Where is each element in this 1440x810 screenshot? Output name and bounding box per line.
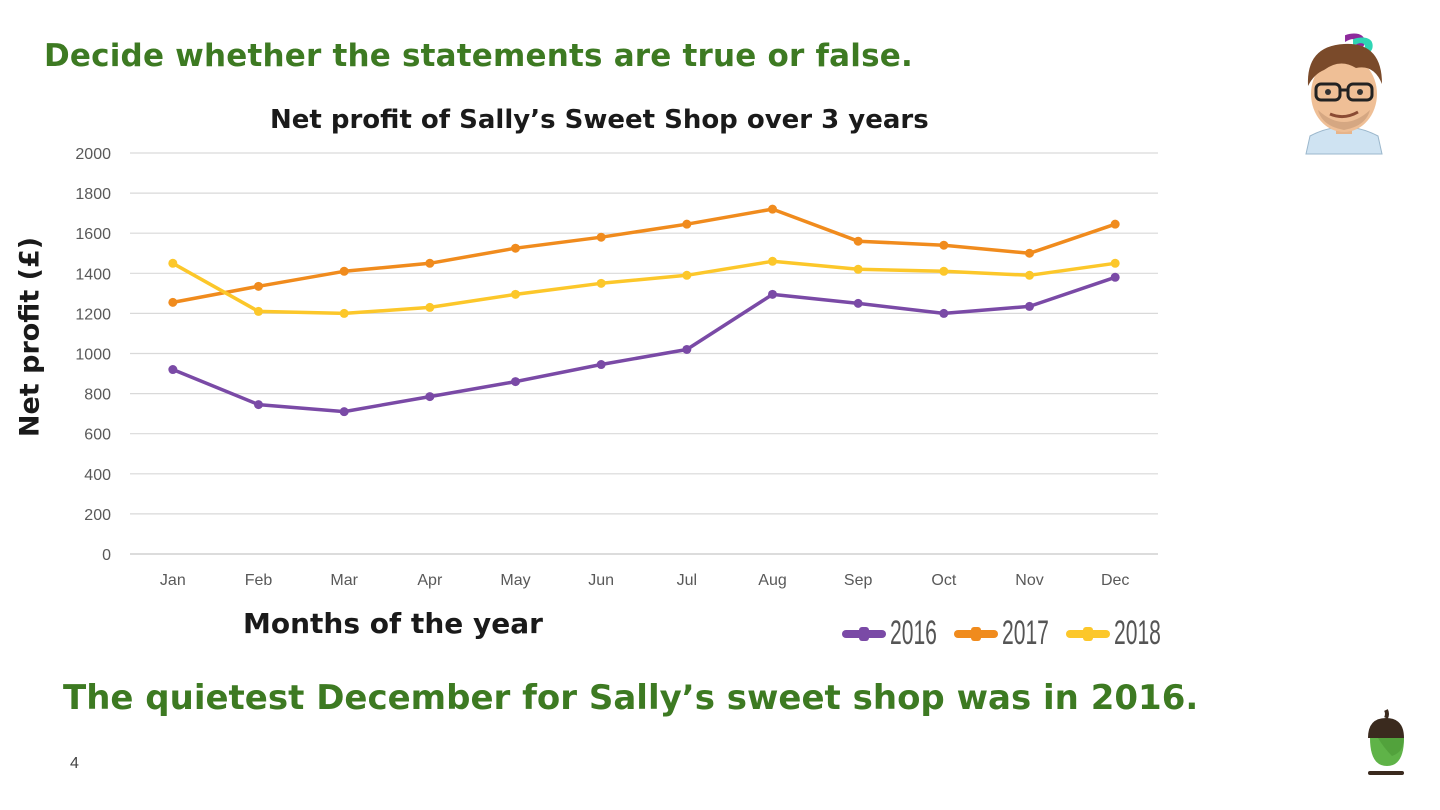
data-point-2017 [1110,219,1120,229]
legend-label-2018: 2018 [1114,614,1161,652]
data-point-2016 [939,308,949,318]
x-tick-label: Nov [1015,572,1043,589]
data-point-2017 [939,240,949,250]
data-point-2018 [168,258,178,268]
y-tick-label: 1400 [75,266,111,283]
data-point-2017 [768,204,777,214]
y-tick-label: 2000 [75,146,111,163]
data-point-2017 [168,297,178,307]
x-tick-label: Jan [160,572,186,589]
x-tick-label: Aug [758,572,786,589]
page-heading: Decide whether the statements are true o… [44,38,913,74]
x-tick-label: Mar [330,572,358,589]
chart-legend: 2016 2017 2018 [842,614,1161,653]
data-point-2017 [425,258,435,268]
data-point-2017 [853,236,863,246]
legend-swatch-2016 [842,626,886,641]
data-point-2018 [853,264,863,274]
data-point-2018 [768,256,777,266]
data-point-2018 [939,266,949,276]
data-point-2017 [1025,248,1034,258]
y-tick-label: 1600 [75,226,111,243]
data-point-2016 [682,344,692,354]
data-point-2018 [339,308,349,318]
data-point-2016 [1025,301,1034,311]
acorn-icon [1364,708,1410,782]
data-point-2016 [425,392,435,402]
data-point-2018 [511,289,520,299]
chart-title: Net profit of Sally’s Sweet Shop over 3 … [270,105,929,135]
series-line-2018 [171,259,1116,316]
y-tick-label: 200 [84,507,111,524]
y-tick-label: 1800 [75,186,111,203]
legend-label-2016: 2016 [890,614,937,652]
legend-label-2017: 2017 [1002,614,1049,652]
data-point-2016 [339,407,349,417]
x-tick-label: Sep [844,572,873,589]
x-tick-label: Feb [245,572,273,589]
data-point-2018 [1110,258,1120,268]
data-point-2018 [1025,270,1034,280]
data-point-2016 [511,377,520,387]
thinking-person-avatar-icon: ? ? [1296,18,1392,162]
x-tick-label: Oct [931,572,956,589]
data-point-2016 [254,400,263,410]
data-point-2017 [511,243,520,253]
data-point-2017 [596,232,606,242]
statement-text: The quietest December for Sally’s sweet … [63,678,1199,718]
y-tick-label: 1000 [75,347,111,364]
y-tick-label: 0 [102,547,111,564]
legend-item-2017: 2017 [954,614,1049,653]
legend-swatch-2017 [954,626,998,641]
y-tick-label: 400 [84,467,111,484]
x-tick-label: Apr [417,572,443,589]
x-tick-label: Dec [1101,572,1129,589]
data-point-2018 [425,302,435,312]
y-tick-label: 800 [84,387,111,404]
x-axis-label: Months of the year [243,607,543,640]
data-point-2017 [682,219,692,229]
data-point-2017 [339,266,349,276]
y-tick-label: 600 [84,427,111,444]
legend-item-2016: 2016 [842,614,937,653]
data-point-2018 [682,270,692,280]
series-line-2016 [172,275,1116,414]
y-tick-label: 1200 [75,306,111,323]
x-tick-label: May [500,572,530,589]
data-point-2017 [254,281,263,291]
x-tick-label: Jul [677,572,697,589]
data-point-2018 [596,278,606,288]
data-point-2016 [168,365,178,375]
data-point-2016 [853,298,863,308]
series-line-2017 [172,207,1116,305]
x-tick-label: Jun [588,572,614,589]
page-number: 4 [70,755,79,772]
data-point-2016 [596,360,606,370]
data-point-2016 [1110,272,1120,282]
legend-swatch-2018 [1066,626,1110,641]
legend-item-2018: 2018 [1066,614,1161,653]
data-point-2018 [254,306,263,316]
data-point-2016 [768,289,777,299]
